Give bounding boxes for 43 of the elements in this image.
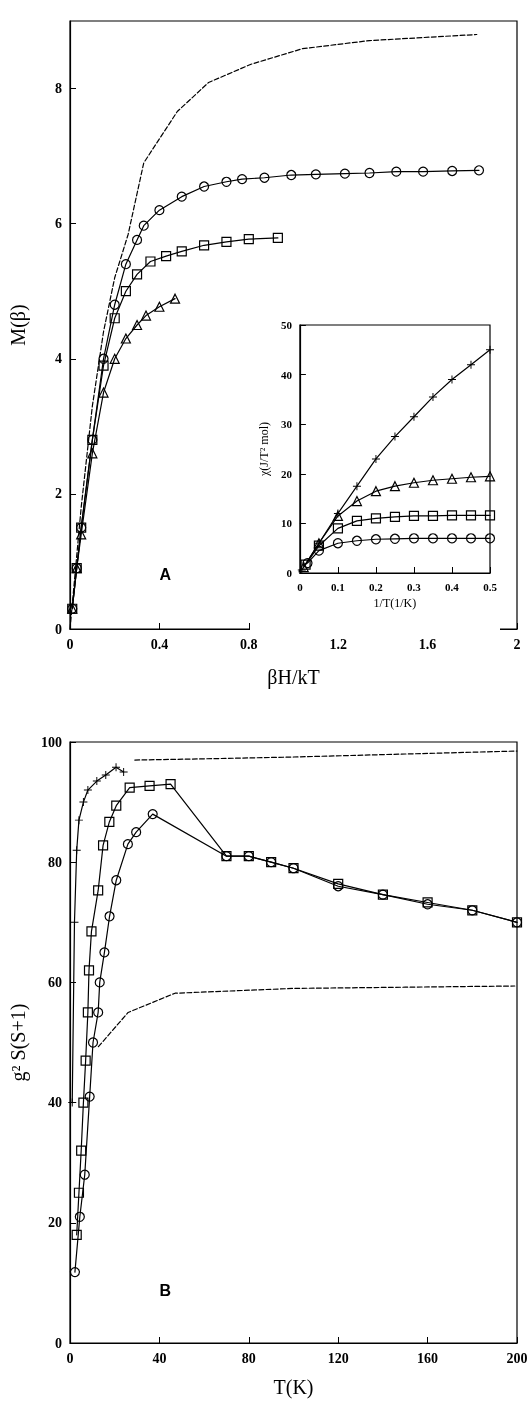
y-tick-label: 0 (286, 567, 293, 579)
x-tick-label: 160 (417, 1350, 439, 1366)
y-tick-label: 50 (280, 319, 293, 331)
x-tick-label: 120 (327, 1350, 349, 1366)
y-tick-label: 100 (41, 734, 62, 750)
annotation: B (159, 1282, 171, 1300)
x-tick-label: 0 (66, 636, 74, 652)
x-tick-label: 2 (513, 636, 521, 652)
x-tick-label: 0 (66, 1350, 74, 1366)
x-tick-label: 0.8 (240, 636, 258, 652)
y-axis-title: χ(J/T² mol) (257, 422, 271, 477)
y-tick-label: 6 (55, 216, 62, 232)
x-tick-label: 0.3 (407, 580, 422, 593)
y-axis-title: M(β) (7, 304, 30, 346)
x-tick-label: 0.2 (369, 580, 384, 593)
y-axis-title: g² S(S+1) (7, 1003, 30, 1082)
y-tick-label: 2 (55, 486, 62, 502)
x-tick-label: 0.1 (331, 580, 345, 593)
x-tick-label: 1.6 (418, 636, 437, 652)
x-tick-label: 80 (241, 1350, 256, 1366)
y-tick-label: 20 (48, 1215, 62, 1231)
x-tick-label: 0.4 (445, 580, 460, 593)
x-axis-title: 1/T(1/K) (373, 595, 417, 610)
x-axis-title: βH/kT (267, 666, 320, 689)
y-tick-label: 0 (55, 1335, 62, 1351)
x-tick-label: 200 (506, 1350, 528, 1366)
annotation: A (159, 565, 172, 583)
y-tick-label: 0 (55, 621, 62, 637)
y-tick-label: 60 (48, 974, 62, 990)
y-tick-label: 4 (55, 351, 62, 367)
x-axis-title: T(K) (273, 1376, 314, 1399)
x-tick-label: 0.5 (483, 580, 498, 593)
x-tick-label: 1.2 (329, 636, 347, 652)
y-tick-label: 40 (48, 1095, 62, 1111)
x-tick-label: 0 (297, 580, 304, 593)
y-tick-label: 8 (55, 81, 62, 97)
y-tick-label: 30 (280, 418, 293, 431)
y-tick-label: 40 (280, 368, 293, 381)
y-tick-label: 20 (280, 467, 293, 480)
x-tick-label: 0.4 (150, 636, 169, 652)
x-tick-label: 40 (152, 1350, 167, 1366)
y-tick-label: 80 (48, 854, 62, 870)
y-tick-label: 10 (280, 517, 293, 530)
